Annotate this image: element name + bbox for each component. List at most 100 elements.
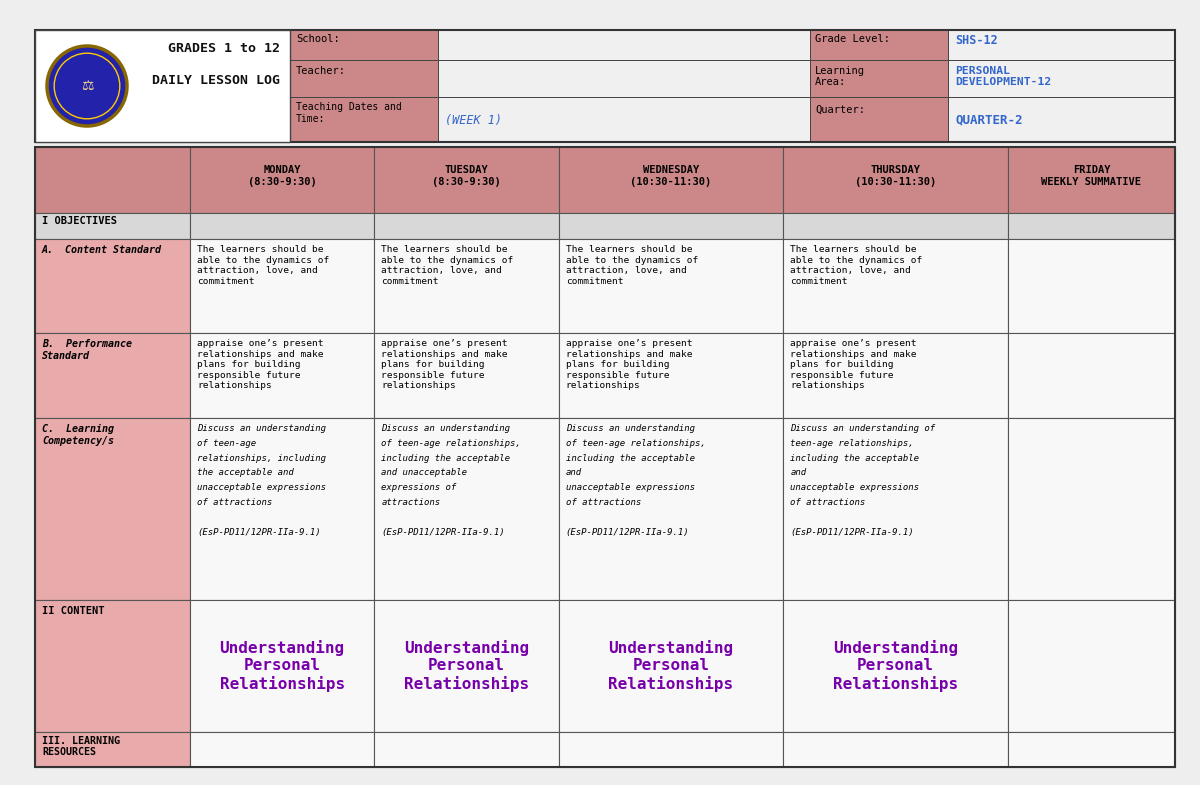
Text: unacceptable expressions: unacceptable expressions: [791, 484, 919, 492]
Text: The learners should be
able to the dynamics of
attraction, love, and
commitment: The learners should be able to the dynam…: [565, 246, 698, 286]
FancyBboxPatch shape: [190, 732, 374, 767]
FancyBboxPatch shape: [374, 334, 559, 418]
FancyBboxPatch shape: [374, 732, 559, 767]
Text: of teen-age relationships,: of teen-age relationships,: [382, 439, 521, 447]
Text: II CONTENT: II CONTENT: [42, 606, 104, 616]
FancyBboxPatch shape: [374, 600, 559, 732]
Text: and: and: [565, 469, 582, 477]
FancyBboxPatch shape: [374, 147, 559, 214]
Text: attractions: attractions: [382, 498, 440, 507]
FancyBboxPatch shape: [559, 600, 784, 732]
FancyBboxPatch shape: [559, 334, 784, 418]
Text: A.  Content Standard: A. Content Standard: [42, 246, 162, 255]
Text: Learning
Area:: Learning Area:: [815, 65, 865, 87]
Text: The learners should be
able to the dynamics of
attraction, love, and
commitment: The learners should be able to the dynam…: [791, 246, 923, 286]
Text: Quarter:: Quarter:: [815, 105, 865, 115]
FancyBboxPatch shape: [948, 30, 1175, 60]
Text: THURSDAY
(10:30-11:30): THURSDAY (10:30-11:30): [856, 165, 936, 187]
FancyBboxPatch shape: [948, 97, 1175, 142]
FancyBboxPatch shape: [1008, 147, 1175, 214]
Text: including the acceptable: including the acceptable: [565, 454, 695, 462]
Text: Understanding
Personal
Relationships: Understanding Personal Relationships: [833, 640, 958, 692]
Text: The learners should be
able to the dynamics of
attraction, love, and
commitment: The learners should be able to the dynam…: [197, 246, 329, 286]
FancyBboxPatch shape: [35, 732, 190, 767]
Text: appraise one’s present
relationships and make
plans for building
responsible fut: appraise one’s present relationships and…: [791, 339, 917, 390]
Text: and unacceptable: and unacceptable: [382, 469, 467, 477]
FancyBboxPatch shape: [290, 97, 438, 142]
FancyBboxPatch shape: [810, 60, 948, 97]
Text: appraise one’s present
relationships and make
plans for building
responsible fut: appraise one’s present relationships and…: [565, 339, 692, 390]
Text: including the acceptable: including the acceptable: [382, 454, 510, 462]
FancyBboxPatch shape: [1008, 214, 1175, 239]
FancyBboxPatch shape: [784, 732, 1008, 767]
Text: The learners should be
able to the dynamics of
attraction, love, and
commitment: The learners should be able to the dynam…: [382, 246, 514, 286]
FancyBboxPatch shape: [1008, 600, 1175, 732]
FancyBboxPatch shape: [190, 147, 374, 214]
FancyBboxPatch shape: [35, 239, 190, 334]
Text: (EsP-PD11/12PR-IIa-9.1): (EsP-PD11/12PR-IIa-9.1): [791, 528, 914, 537]
Text: FRIDAY
WEEKLY SUMMATIVE: FRIDAY WEEKLY SUMMATIVE: [1042, 165, 1141, 187]
Text: appraise one’s present
relationships and make
plans for building
responsible fut: appraise one’s present relationships and…: [197, 339, 324, 390]
FancyBboxPatch shape: [190, 334, 374, 418]
FancyBboxPatch shape: [190, 239, 374, 334]
Text: of attractions: of attractions: [197, 498, 272, 507]
Text: Discuss an understanding: Discuss an understanding: [382, 424, 510, 433]
FancyBboxPatch shape: [784, 147, 1008, 214]
Text: DAILY LESSON LOG: DAILY LESSON LOG: [152, 74, 280, 87]
FancyBboxPatch shape: [438, 60, 810, 97]
FancyBboxPatch shape: [374, 214, 559, 239]
Text: I OBJECTIVES: I OBJECTIVES: [42, 217, 118, 227]
Text: MONDAY
(8:30-9:30): MONDAY (8:30-9:30): [247, 165, 317, 187]
FancyBboxPatch shape: [559, 239, 784, 334]
FancyBboxPatch shape: [190, 418, 374, 600]
FancyBboxPatch shape: [810, 97, 948, 142]
Text: of teen-age relationships,: of teen-age relationships,: [565, 439, 706, 447]
Text: of attractions: of attractions: [565, 498, 641, 507]
Text: Teacher:: Teacher:: [296, 67, 346, 76]
Text: appraise one’s present
relationships and make
plans for building
responsible fut: appraise one’s present relationships and…: [382, 339, 508, 390]
Text: (EsP-PD11/12PR-IIa-9.1): (EsP-PD11/12PR-IIa-9.1): [565, 528, 689, 537]
Text: relationships, including: relationships, including: [197, 454, 326, 462]
FancyBboxPatch shape: [559, 732, 784, 767]
FancyBboxPatch shape: [35, 334, 190, 418]
Text: (EsP-PD11/12PR-IIa-9.1): (EsP-PD11/12PR-IIa-9.1): [382, 528, 505, 537]
Text: of attractions: of attractions: [791, 498, 865, 507]
Text: School:: School:: [296, 34, 340, 44]
FancyBboxPatch shape: [35, 30, 1175, 142]
FancyBboxPatch shape: [810, 30, 948, 60]
Text: Teaching Dates and
Time:: Teaching Dates and Time:: [296, 102, 402, 123]
Text: III. LEARNING
RESOURCES: III. LEARNING RESOURCES: [42, 736, 120, 758]
FancyBboxPatch shape: [438, 30, 810, 60]
Text: unacceptable expressions: unacceptable expressions: [197, 484, 326, 492]
Text: unacceptable expressions: unacceptable expressions: [565, 484, 695, 492]
Text: B.  Performance
Standard: B. Performance Standard: [42, 339, 132, 361]
FancyBboxPatch shape: [784, 418, 1008, 600]
Text: Discuss an understanding: Discuss an understanding: [197, 424, 326, 433]
Text: GRADES 1 to 12: GRADES 1 to 12: [168, 42, 280, 55]
Text: Understanding
Personal
Relationships: Understanding Personal Relationships: [404, 640, 529, 692]
Text: ⚖: ⚖: [80, 79, 94, 93]
FancyBboxPatch shape: [438, 97, 810, 142]
FancyBboxPatch shape: [1008, 239, 1175, 334]
Text: expressions of: expressions of: [382, 484, 456, 492]
FancyBboxPatch shape: [948, 60, 1175, 97]
FancyBboxPatch shape: [1008, 334, 1175, 418]
Text: the acceptable and: the acceptable and: [197, 469, 294, 477]
Text: Understanding
Personal
Relationships: Understanding Personal Relationships: [608, 640, 733, 692]
Text: C.  Learning
Competency/s: C. Learning Competency/s: [42, 424, 114, 446]
Text: (EsP-PD11/12PR-IIa-9.1): (EsP-PD11/12PR-IIa-9.1): [197, 528, 320, 537]
FancyBboxPatch shape: [190, 214, 374, 239]
FancyBboxPatch shape: [784, 600, 1008, 732]
Text: PERSONAL
DEVELOPMENT-12: PERSONAL DEVELOPMENT-12: [955, 65, 1051, 87]
Text: TUESDAY
(8:30-9:30): TUESDAY (8:30-9:30): [432, 165, 500, 187]
FancyBboxPatch shape: [559, 214, 784, 239]
FancyBboxPatch shape: [374, 239, 559, 334]
FancyBboxPatch shape: [35, 418, 190, 600]
FancyBboxPatch shape: [35, 214, 190, 239]
FancyBboxPatch shape: [784, 334, 1008, 418]
FancyBboxPatch shape: [1008, 732, 1175, 767]
Text: Grade Level:: Grade Level:: [815, 34, 890, 44]
FancyBboxPatch shape: [290, 60, 438, 97]
Text: including the acceptable: including the acceptable: [791, 454, 919, 462]
Text: (WEEK 1): (WEEK 1): [445, 114, 502, 127]
